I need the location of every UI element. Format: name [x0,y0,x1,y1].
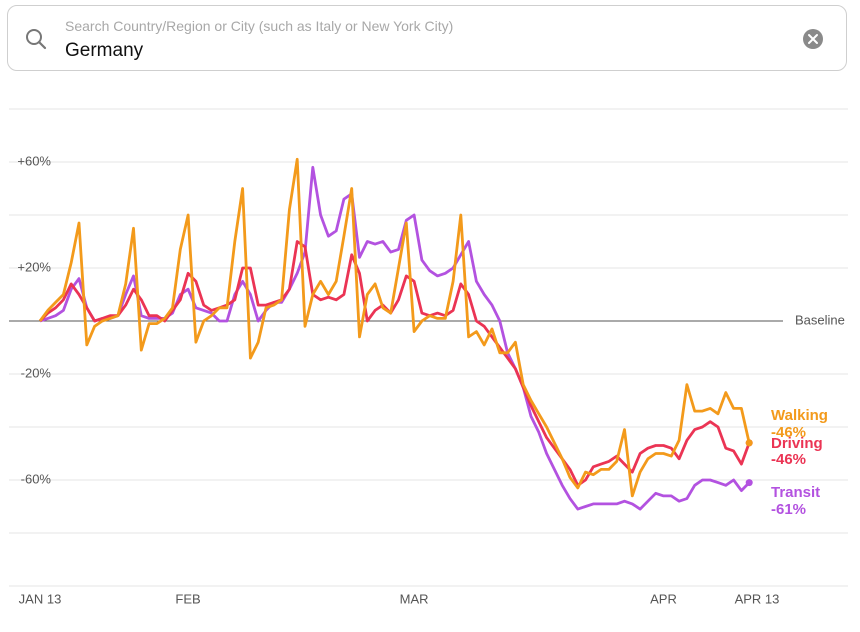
series-name: Transit [771,484,820,501]
x-tick-label: FEB [175,591,200,606]
series-line [39,165,751,511]
series-end-label: -46% [771,451,806,468]
search-value[interactable]: Germany [65,40,144,61]
y-tick-label: -60% [21,471,52,486]
search-icon [26,29,47,50]
end-dot [745,439,753,447]
end-dot [745,479,753,487]
search-placeholder: Search Country/Region or City (such as I… [65,18,454,34]
x-tick-label: APR 13 [735,591,780,606]
x-tick-label: JAN 13 [19,591,62,606]
x-tick-label: APR [650,591,677,606]
clear-button[interactable] [802,28,824,50]
series-end-label: -61% [771,501,806,518]
y-tick-label: +60% [17,153,51,168]
series-end-label: -46% [771,424,806,441]
y-tick-label: -20% [21,365,52,380]
series-line [38,157,751,498]
series-line [39,240,751,487]
search-box[interactable]: Search Country/Region or City (such as I… [7,5,847,71]
series-name: Driving [771,435,823,452]
y-tick-label: +20% [17,259,51,274]
baseline-label: Baseline [795,312,845,327]
x-tick-label: MAR [400,591,429,606]
series-name: Walking [771,407,828,424]
